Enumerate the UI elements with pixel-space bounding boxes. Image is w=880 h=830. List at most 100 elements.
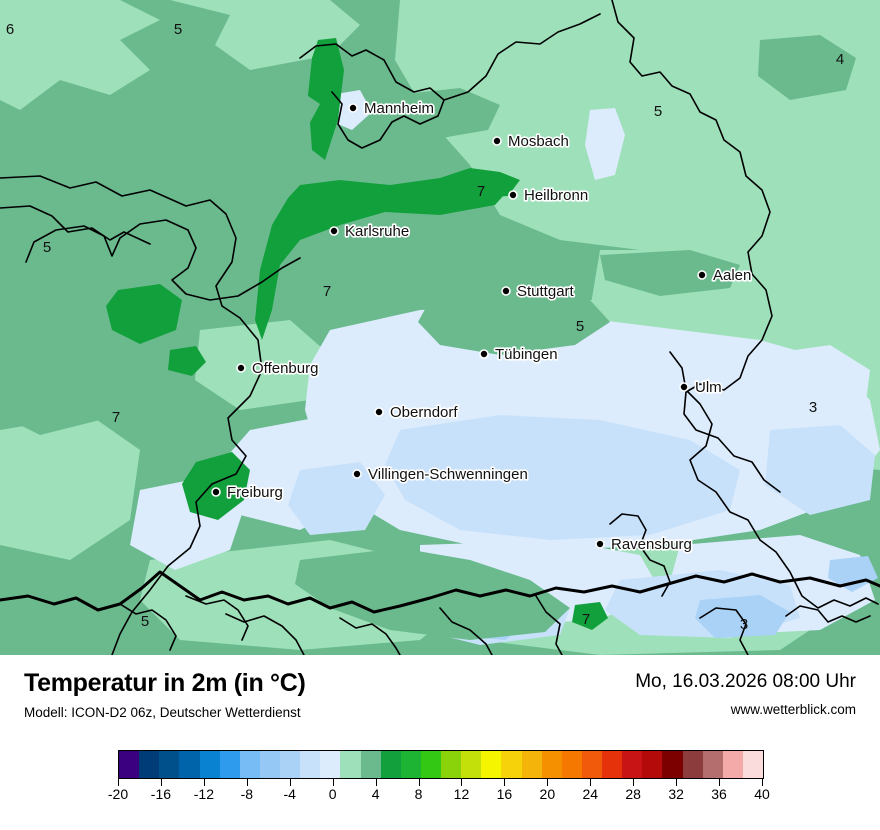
colorbar-swatch: [119, 751, 140, 778]
colorbar-tick: [160, 779, 162, 786]
city-label: Aalen: [713, 267, 751, 284]
colorbar-swatch: [702, 751, 723, 778]
contour-labels-group: 6 5 4 5 7 5 7 5 7 3 5 7 3: [6, 21, 844, 633]
colorbar-tick: [633, 779, 635, 786]
city-label: Mosbach: [508, 133, 569, 150]
colorbar-swatch: [622, 751, 643, 778]
colorbar-swatch: [742, 751, 763, 778]
city-dot-icon: [352, 469, 362, 479]
colorbar-tick: [504, 779, 506, 786]
city-marker: Karlsruhe: [329, 221, 411, 242]
website-url: www.wetterblick.com: [730, 702, 856, 717]
colorbar-tick-label: 16: [496, 786, 513, 802]
city-dot-icon: [348, 103, 358, 113]
city-marker: Mosbach: [492, 131, 570, 152]
colorbar-swatch: [521, 751, 542, 778]
valid-timestamp: Mo, 16.03.2026 08:00 Uhr: [635, 671, 856, 692]
colorbar-tick: [246, 779, 248, 786]
contour-label: 6: [6, 21, 14, 38]
city-marker: Offenburg: [236, 358, 320, 379]
weather-map[interactable]: 6 5 4 5 7 5 7 5 7 3 5 7 3 Mannheim Mosbach Heilbronn Ka…: [0, 0, 880, 655]
colorbar-tick: [762, 779, 763, 786]
borders-group: [0, 0, 880, 655]
city-label: Tübingen: [495, 346, 558, 363]
city-dot-icon: [329, 226, 339, 236]
city-marker: Stuttgart: [501, 281, 576, 302]
colorbar-swatch: [481, 751, 502, 778]
city-markers-group: Mannheim Mosbach Heilbronn Karlsruhe Stuttga…: [211, 98, 753, 555]
meta-block: Mo, 16.03.2026 08:00 Uhr www.wetterblick…: [635, 671, 856, 717]
colorbar-tick: [547, 779, 549, 786]
colorbar-tick-label: -16: [150, 786, 172, 802]
colorbar-swatch: [360, 751, 381, 778]
colorbar-swatch: [662, 751, 683, 778]
colorbar-swatch: [722, 751, 743, 778]
colorbar-tick-label: 24: [582, 786, 599, 802]
footer-panel: Temperatur in 2m (in °C) Modell: ICON-D2…: [0, 655, 880, 830]
colorbar-tick: [719, 779, 721, 786]
city-label: Offenburg: [252, 360, 318, 377]
contour-label: 3: [740, 616, 748, 633]
contour-label: 5: [43, 239, 51, 256]
city-dot-icon: [374, 407, 384, 417]
colorbar-swatch: [380, 751, 401, 778]
colorbar-tick-label: 0: [328, 786, 337, 802]
colorbar-tick-label: 32: [668, 786, 684, 802]
colorbar-tick: [289, 779, 291, 786]
colorbar-tick-label: -4: [283, 786, 296, 802]
colorbar-swatch: [400, 751, 421, 778]
colorbar-swatch: [501, 751, 522, 778]
colorbar-swatch: [642, 751, 663, 778]
title-block: Temperatur in 2m (in °C) Modell: ICON-D2…: [24, 669, 306, 720]
colorbar-swatch: [239, 751, 260, 778]
city-label: Karlsruhe: [345, 223, 409, 240]
city-dot-icon: [236, 363, 246, 373]
city-marker: Ulm: [679, 377, 723, 398]
contour-label: 3: [809, 399, 817, 416]
page-title: Temperatur in 2m (in °C): [24, 669, 306, 697]
city-label: Stuttgart: [517, 283, 575, 300]
contour-label: 7: [477, 183, 485, 200]
colorbar-swatch: [159, 751, 180, 778]
city-dot-icon: [595, 539, 605, 549]
colorbar-tick-label: 40: [754, 786, 770, 802]
contour-label: 5: [141, 613, 149, 630]
colorbar-swatch: [441, 751, 462, 778]
city-marker: Ravensburg: [595, 534, 693, 555]
city-label: Ulm: [695, 379, 722, 396]
colorbar-swatch: [280, 751, 301, 778]
colorbar-tick-label: 28: [625, 786, 641, 802]
colorbar-tick-label: -12: [193, 786, 214, 802]
contour-label: 7: [112, 409, 120, 426]
colorbar-swatch: [179, 751, 200, 778]
colorbar-tick: [461, 779, 463, 786]
colorbar-swatch: [581, 751, 602, 778]
contour-label: 7: [582, 611, 590, 628]
contour-label: 7: [323, 283, 331, 300]
colorbar-swatch: [561, 751, 582, 778]
colorbar-tick: [676, 779, 678, 786]
colorbar-tick-labels: -20 -16 -12 -8 -4 0 4 8 12 16 20 24 28 32 36 40: [0, 786, 880, 806]
city-label: Villingen-Schwenningen: [368, 466, 528, 483]
colorbar-tick: [203, 779, 205, 786]
contour-label: 5: [654, 103, 662, 120]
colorbar-tick: [590, 779, 592, 786]
contour-label: 5: [174, 21, 182, 38]
colorbar-tick-label: 20: [539, 786, 556, 802]
city-marker: Heilbronn: [508, 185, 590, 206]
colorbar-swatch: [259, 751, 280, 778]
colorbar-tick-label: 8: [414, 786, 423, 802]
city-marker: Aalen: [697, 265, 753, 286]
temp-band-6-8-group: [106, 38, 608, 630]
colorbar-tick: [418, 779, 420, 786]
city-dot-icon: [508, 190, 518, 200]
city-marker: Villingen-Schwenningen: [352, 464, 529, 485]
colorbar-tick: [375, 779, 377, 786]
city-dot-icon: [211, 487, 221, 497]
colorbar-swatches: [118, 750, 764, 779]
temp-band-4-6-detail-group: [0, 35, 856, 640]
colorbar-swatch: [219, 751, 240, 778]
model-subtitle: Modell: ICON-D2 06z, Deutscher Wetterdie…: [24, 705, 301, 720]
city-marker: Tübingen: [479, 344, 559, 365]
colorbar-swatch: [300, 751, 321, 778]
